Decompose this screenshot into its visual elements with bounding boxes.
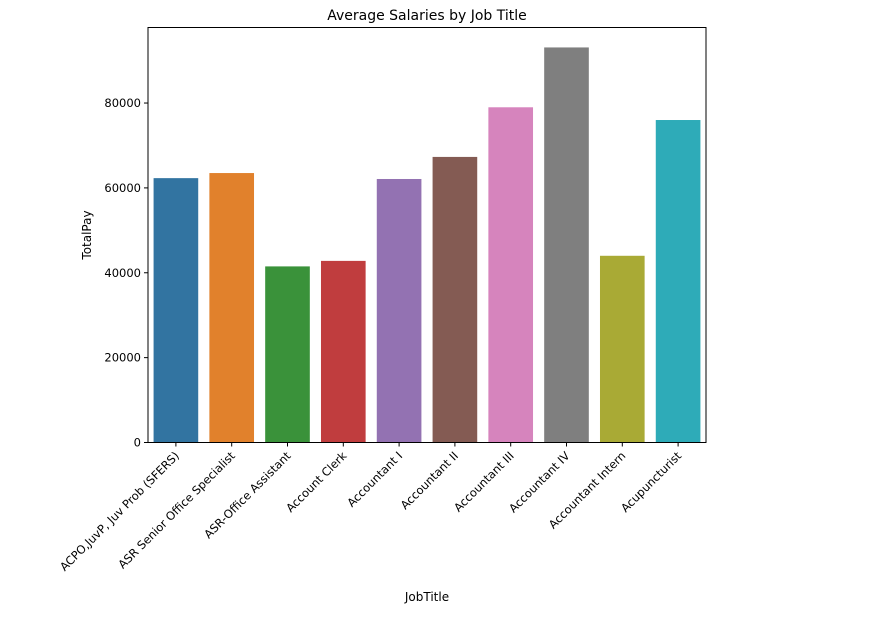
- bar-2: [265, 266, 310, 443]
- x-tick-label: Accountant II: [398, 449, 461, 512]
- x-tick-label: Accountant I: [344, 449, 405, 510]
- x-axis-label: JobTitle: [404, 590, 449, 604]
- plot-frame: [147, 27, 707, 443]
- chart-title: Average Salaries by Job Title: [327, 8, 527, 24]
- bar-9: [655, 120, 701, 443]
- x-tick-label: ASR Senior Office Specialist: [115, 448, 238, 571]
- y-tick-label: 0: [134, 436, 141, 450]
- bar-5: [432, 156, 478, 443]
- x-axis: ACPO,JuvP, Juv Prob (SFERS)ASR Senior Of…: [57, 442, 685, 574]
- bars-group: [153, 47, 701, 443]
- y-axis-label: TotalPay: [80, 210, 94, 260]
- bar-6: [488, 107, 534, 443]
- bar-4: [376, 178, 422, 443]
- y-tick-label: 80000: [104, 96, 141, 110]
- bar-3: [320, 260, 366, 443]
- bar-0: [153, 178, 199, 443]
- y-tick-label: 60000: [104, 181, 141, 195]
- y-tick-label: 40000: [104, 266, 141, 280]
- x-tick-label: ACPO,JuvP, Juv Prob (SFERS): [57, 449, 182, 574]
- bar-8: [599, 255, 645, 443]
- bar-1: [209, 173, 255, 443]
- y-axis: 0 20000 40000 60000 80000: [104, 96, 148, 450]
- bar-7: [544, 47, 589, 443]
- y-tick-label: 20000: [104, 351, 141, 365]
